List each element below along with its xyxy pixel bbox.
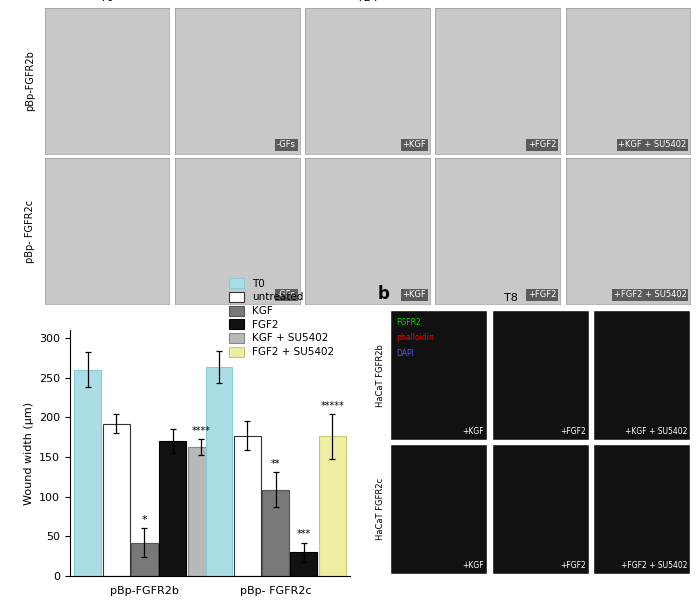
Text: FGFR2: FGFR2 <box>396 318 421 327</box>
Text: -GFs: -GFs <box>277 290 296 299</box>
Text: ***: *** <box>297 529 311 539</box>
Text: -GFs: -GFs <box>277 140 296 149</box>
Bar <box>160 441 186 576</box>
Text: a: a <box>7 0 18 3</box>
Text: +KGF: +KGF <box>402 140 426 149</box>
Bar <box>206 367 232 576</box>
Text: +KGF: +KGF <box>402 290 426 299</box>
Text: *: * <box>141 515 147 525</box>
Text: b: b <box>378 285 390 303</box>
Text: +KGF + SU5402: +KGF + SU5402 <box>625 427 687 436</box>
Text: +KGF: +KGF <box>463 561 484 570</box>
Text: +FGF2 + SU5402: +FGF2 + SU5402 <box>621 561 687 570</box>
Text: +FGF2: +FGF2 <box>560 427 586 436</box>
Bar <box>318 436 346 576</box>
Text: T0: T0 <box>100 0 114 3</box>
Legend: T0, untreated, KGF, FGF2, KGF + SU5402, FGF2 + SU5402: T0, untreated, KGF, FGF2, KGF + SU5402, … <box>229 278 335 357</box>
Text: pBp-FGFR2b: pBp-FGFR2b <box>25 50 35 112</box>
Bar <box>188 446 214 576</box>
Text: pBp- FGFR2c: pBp- FGFR2c <box>25 199 35 263</box>
Text: +KGF: +KGF <box>463 427 484 436</box>
Text: T8: T8 <box>504 293 518 303</box>
Text: **: ** <box>271 459 280 469</box>
Text: HaCaT FGFR2c: HaCaT FGFR2c <box>376 478 385 541</box>
Text: DAPI: DAPI <box>396 349 414 358</box>
Bar <box>74 370 102 576</box>
Text: *****: ***** <box>321 401 344 411</box>
Text: +KGF + SU5402: +KGF + SU5402 <box>618 140 687 149</box>
Text: +FGF2 + SU5402: +FGF2 + SU5402 <box>614 290 687 299</box>
Text: +FGF2: +FGF2 <box>528 140 556 149</box>
Bar <box>290 552 317 576</box>
Text: +FGF2: +FGF2 <box>528 290 556 299</box>
Text: ****: **** <box>192 425 211 436</box>
Text: +FGF2: +FGF2 <box>560 561 586 570</box>
Y-axis label: Wound width (μm): Wound width (μm) <box>24 401 34 505</box>
Text: T24: T24 <box>357 0 378 3</box>
Text: HaCaT FGFR2b: HaCaT FGFR2b <box>376 344 385 407</box>
Bar <box>262 490 289 576</box>
Bar <box>131 542 158 576</box>
Bar <box>234 436 260 576</box>
Text: phalloidin: phalloidin <box>396 333 434 342</box>
Bar <box>103 424 130 576</box>
